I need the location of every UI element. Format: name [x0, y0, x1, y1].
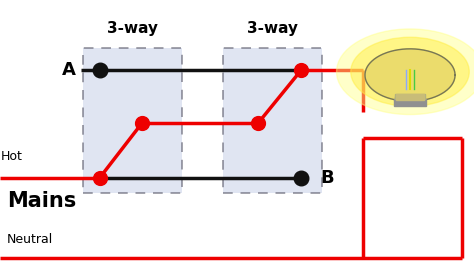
- Point: [255, 121, 262, 125]
- Text: A: A: [62, 61, 76, 79]
- Text: Hot: Hot: [1, 150, 23, 163]
- Bar: [395, 94, 425, 99]
- FancyBboxPatch shape: [83, 48, 182, 193]
- Bar: [396, 94, 424, 100]
- Point: [96, 176, 103, 180]
- Text: 3-way: 3-way: [107, 21, 158, 36]
- Text: Neutral: Neutral: [7, 233, 54, 246]
- FancyBboxPatch shape: [223, 48, 322, 193]
- Text: 3-way: 3-way: [247, 21, 298, 36]
- Bar: [394, 99, 426, 106]
- Point: [138, 121, 146, 125]
- Point: [297, 68, 305, 73]
- Text: Mains: Mains: [7, 192, 76, 211]
- Circle shape: [337, 29, 474, 115]
- Circle shape: [351, 37, 469, 106]
- Point: [297, 176, 305, 180]
- Text: B: B: [320, 169, 334, 187]
- Point: [96, 68, 103, 73]
- Circle shape: [365, 49, 455, 101]
- Polygon shape: [395, 96, 425, 100]
